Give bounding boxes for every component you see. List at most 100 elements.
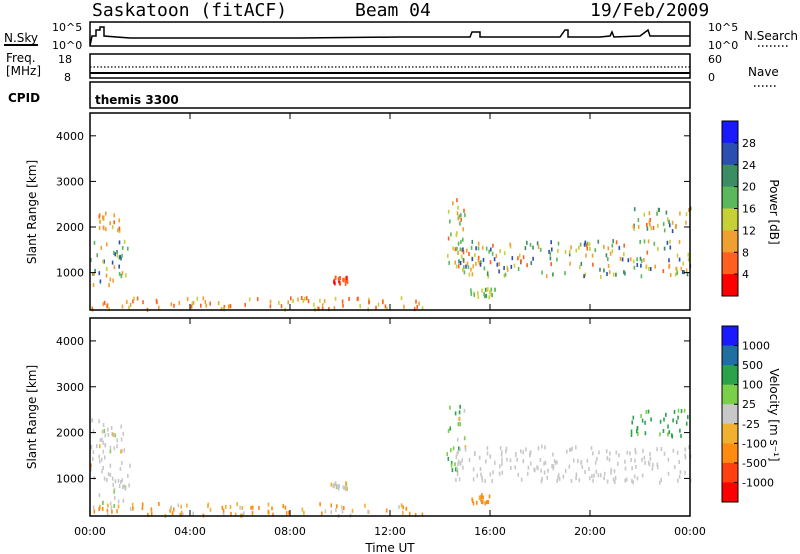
data-cell: [337, 276, 340, 281]
xtick-label: 16:00: [474, 525, 506, 538]
data-cell: [598, 450, 600, 455]
data-cell: [147, 512, 149, 517]
data-cell: [472, 477, 475, 482]
data-cell: [421, 512, 424, 517]
colorbar-tick-label: 25: [742, 398, 756, 411]
data-cell: [209, 301, 211, 306]
data-cell: [553, 459, 556, 464]
data-cell: [609, 451, 611, 456]
beam-label: Beam 04: [355, 0, 431, 21]
data-cell: [630, 458, 632, 462]
data-cell: [92, 505, 95, 510]
colorbar-cell: [722, 164, 738, 188]
data-cell: [557, 475, 559, 480]
data-cell: [480, 472, 482, 477]
data-cell: [501, 461, 503, 466]
data-cell: [648, 220, 651, 225]
data-cell: [408, 511, 411, 516]
data-cell: [612, 239, 614, 244]
data-cell: [491, 479, 493, 484]
data-cell: [591, 474, 593, 479]
data-cell: [649, 451, 651, 456]
data-cell: [612, 477, 615, 482]
data-cell: [111, 509, 113, 514]
data-cell: [557, 248, 559, 253]
data-cell: [591, 253, 594, 258]
data-cell: [465, 264, 467, 269]
data-cell: [581, 465, 584, 469]
data-cell: [667, 432, 669, 437]
data-cell: [342, 303, 344, 308]
data-cell: [344, 282, 347, 286]
data-cell: [113, 250, 115, 255]
data-cell: [495, 253, 498, 258]
data-cell: [632, 224, 635, 229]
data-cell: [681, 270, 684, 274]
data-cell: [303, 510, 305, 515]
data-cell: [551, 247, 553, 252]
data-cell: [96, 253, 98, 258]
data-cell: [632, 415, 635, 420]
data-cell: [536, 465, 538, 470]
nave-label: Nave: [748, 65, 779, 79]
data-cell: [251, 510, 254, 515]
data-cell: [603, 244, 605, 249]
data-cell: [537, 245, 540, 249]
data-cell: [649, 456, 652, 461]
data-cell: [475, 261, 477, 266]
data-cell: [580, 261, 583, 266]
data-cell: [615, 450, 618, 455]
data-cell: [111, 476, 114, 481]
cpid-panel: CPID themis 3300: [8, 81, 691, 109]
data-cell: [236, 502, 238, 507]
data-cell: [673, 465, 676, 470]
data-cell: [222, 508, 225, 513]
data-cell: [173, 507, 175, 512]
data-cell: [618, 245, 621, 250]
data-cell: [454, 462, 456, 467]
data-cell: [637, 224, 640, 229]
data-cell: [569, 447, 571, 452]
data-cell: [500, 452, 503, 457]
data-cell: [489, 290, 491, 295]
data-cell: [415, 299, 417, 304]
data-cell: [463, 208, 465, 213]
data-cell: [606, 456, 609, 461]
data-cell: [452, 246, 454, 251]
data-cell: [116, 253, 119, 258]
data-cell: [658, 208, 660, 212]
data-cell: [132, 506, 134, 511]
data-cell: [384, 304, 387, 309]
data-cell: [564, 468, 567, 473]
data-cell: [341, 509, 344, 514]
data-cell: [549, 256, 552, 261]
data-cell: [615, 272, 617, 277]
ytick-label: 3000: [56, 175, 84, 188]
data-cell: [321, 511, 323, 516]
data-cell: [597, 239, 600, 244]
data-cell: [492, 243, 494, 248]
data-cell: [599, 267, 601, 272]
data-cell: [549, 251, 552, 256]
data-cell: [492, 470, 494, 475]
data-cell: [109, 449, 112, 454]
data-cell: [120, 256, 122, 261]
data-cell: [101, 506, 104, 511]
data-cell: [468, 252, 470, 256]
data-cell: [646, 223, 648, 227]
data-cell: [285, 511, 288, 516]
data-cell: [324, 509, 327, 514]
data-cell: [120, 437, 123, 442]
data-cell: [630, 433, 633, 437]
data-cell: [539, 247, 542, 252]
data-cell: [336, 483, 339, 488]
data-cell: [603, 476, 605, 481]
data-cell: [109, 463, 112, 468]
data-cell: [504, 272, 507, 277]
data-cell: [644, 460, 646, 465]
data-cell: [673, 409, 676, 414]
data-cell: [343, 506, 345, 510]
data-cell: [668, 263, 671, 268]
data-cell: [142, 300, 144, 305]
data-cell: [506, 457, 508, 462]
